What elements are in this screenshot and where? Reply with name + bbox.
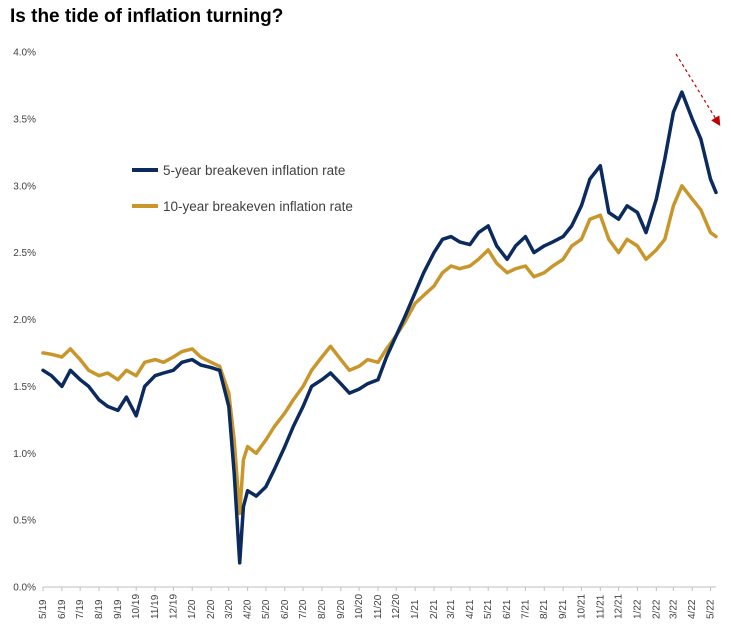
x-axis-ticks: 5/19 6/19 7/19 8/19 9/19 10/19 11/19 12/19 1/20 2…: [38, 587, 717, 619]
x-tick-label: 9/19: [113, 599, 124, 619]
x-tick-label: 11/19: [150, 594, 161, 619]
x-tick-label: 6/20: [280, 599, 291, 619]
x-tick-label: 12/21: [614, 594, 625, 619]
y-tick-label: 2.0%: [13, 315, 36, 326]
x-tick-label: 1/22: [632, 599, 643, 619]
x-tick-label: 3/20: [224, 599, 235, 619]
x-tick-label: 6/19: [57, 599, 68, 619]
y-tick-label: 1.5%: [13, 382, 36, 393]
x-tick-label: 8/19: [94, 599, 105, 619]
x-tick-label: 11/20: [373, 594, 384, 619]
trend-arrow: [675, 53, 721, 127]
x-tick-label: 1/21: [410, 599, 421, 619]
y-tick-label: 0.0%: [13, 583, 36, 594]
x-tick-label: 2/21: [429, 599, 440, 619]
x-tick-label: 4/22: [687, 599, 698, 619]
chart-title: Is the tide of inflation turning?: [10, 6, 284, 27]
y-tick-label: 2.5%: [13, 248, 36, 259]
x-tick-label: 12/20: [391, 594, 402, 619]
x-tick-label: 6/21: [502, 599, 513, 619]
x-tick-label: 4/20: [243, 599, 254, 619]
x-tick-label: 5/21: [483, 599, 494, 619]
x-tick-label: 2/22: [651, 599, 662, 619]
series-10yr-line: [41, 184, 718, 516]
x-tick-label: 4/21: [465, 599, 476, 619]
y-tick-label: 4.0%: [13, 48, 36, 59]
x-tick-label: 9/21: [558, 599, 569, 619]
x-tick-label: 3/22: [668, 599, 679, 619]
x-tick-label: 5/19: [38, 599, 49, 619]
legend-label-10yr: 10-year breakeven inflation rate: [163, 199, 353, 214]
x-tick-label: 10/20: [354, 594, 365, 619]
x-tick-label: 10/19: [131, 594, 142, 619]
x-tick-label: 3/21: [446, 599, 457, 619]
x-tick-label: 1/20: [187, 599, 198, 619]
legend: 5-year breakeven inflation rate 10-year …: [132, 163, 353, 214]
x-tick-label: 11/21: [595, 594, 606, 619]
x-tick-label: 5/20: [261, 599, 272, 619]
x-tick-label: 9/20: [336, 599, 347, 619]
x-tick-label: 12/19: [168, 594, 179, 619]
x-tick-label: 8/21: [539, 599, 550, 619]
series-5yr-line: [41, 90, 718, 565]
y-axis-ticks: 0.0% 0.5% 1.0% 1.5% 2.0% 2.5% 3.0% 3.5% 4.0%: [13, 48, 36, 594]
x-tick-label: 5/22: [706, 599, 717, 619]
x-tick-label: 8/20: [317, 599, 328, 619]
legend-label-5yr: 5-year breakeven inflation rate: [163, 163, 345, 178]
y-tick-label: 3.0%: [13, 181, 36, 192]
x-tick-label: 10/21: [576, 594, 587, 619]
x-tick-label: 7/20: [298, 599, 309, 619]
y-tick-label: 0.5%: [13, 516, 36, 527]
x-tick-label: 7/21: [520, 599, 531, 619]
y-tick-label: 1.0%: [13, 449, 36, 460]
y-tick-label: 3.5%: [13, 114, 36, 125]
x-tick-label: 2/20: [206, 599, 217, 619]
x-tick-label: 7/19: [75, 599, 86, 619]
series-lines: [41, 90, 718, 565]
